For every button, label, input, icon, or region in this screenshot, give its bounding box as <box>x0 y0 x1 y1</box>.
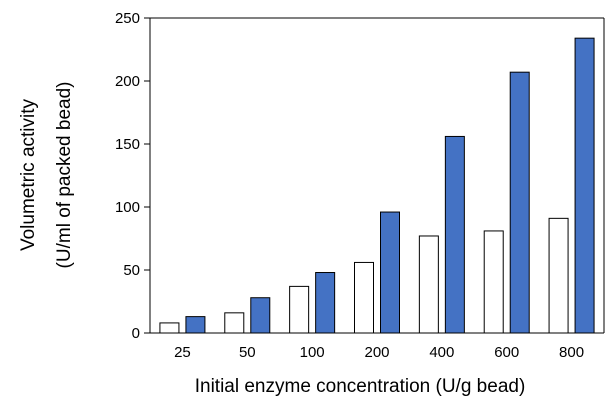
bar-series-2 <box>574 37 595 334</box>
x-axis-title: Initial enzyme concentration (U/g bead) <box>195 376 526 397</box>
x-tick-label: 50 <box>239 344 256 361</box>
bar-series-2 <box>250 297 271 334</box>
x-tick-label: 400 <box>429 344 454 361</box>
bars-group <box>159 37 595 334</box>
y-axis-title-line1: Volumetric activity <box>18 98 39 251</box>
bar-series-2 <box>185 316 206 334</box>
x-tick-label: 100 <box>300 344 325 361</box>
bar-series-1 <box>418 235 439 334</box>
bar-series-1 <box>548 217 569 334</box>
x-tick-label: 600 <box>494 344 519 361</box>
bar-series-2 <box>315 272 336 334</box>
x-tick-label: 200 <box>364 344 389 361</box>
bar-series-2 <box>380 211 400 334</box>
bar-series-2 <box>444 135 465 334</box>
bar-series-1 <box>159 322 180 334</box>
bar-series-2 <box>509 71 530 334</box>
x-tick-label: 800 <box>559 344 584 361</box>
bar-series-1 <box>354 261 374 334</box>
y-axis-ticks: 0 50 100 150 200 250 <box>115 10 150 342</box>
y-tick-label: 50 <box>123 262 140 279</box>
x-axis-ticks: 25 50 100 200 400 600 800 <box>174 344 584 361</box>
y-axis-title-line2: (U/ml of packed bead) <box>54 82 75 269</box>
y-tick-label: 150 <box>115 136 140 153</box>
y-tick-label: 100 <box>115 199 140 216</box>
x-tick-label: 25 <box>174 344 191 361</box>
y-tick-label: 250 <box>115 10 140 27</box>
bar-series-1 <box>483 230 504 334</box>
y-tick-label: 200 <box>115 73 140 90</box>
bar-series-1 <box>289 285 310 334</box>
bar-series-1 <box>224 312 245 334</box>
y-tick-label: 0 <box>132 325 140 342</box>
